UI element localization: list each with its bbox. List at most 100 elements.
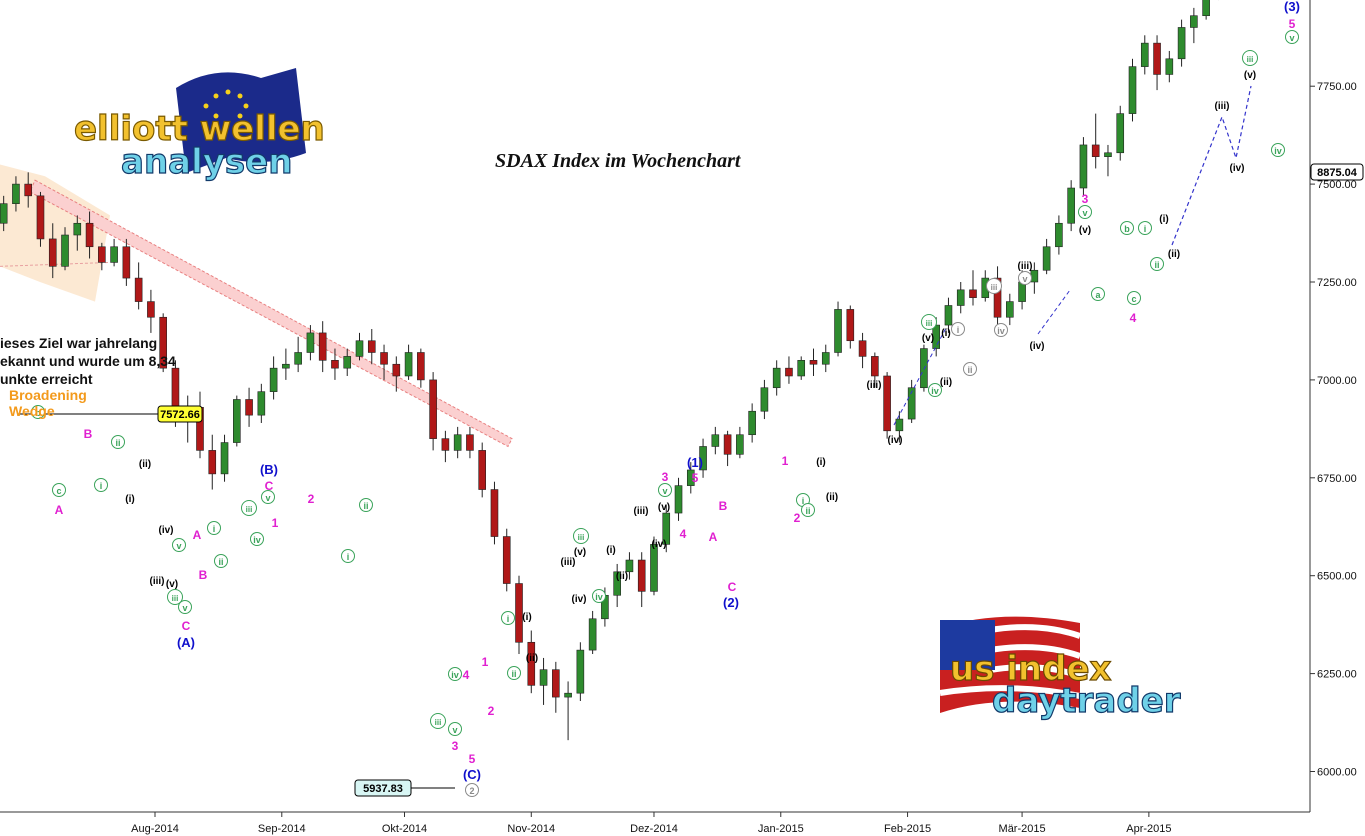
wave-circle <box>250 532 264 546</box>
wave-label: b <box>35 408 41 418</box>
candle-body <box>760 387 769 412</box>
flag-canton-icon <box>940 620 995 670</box>
wave-circle <box>1091 287 1105 301</box>
wave-label: (iii) <box>1215 101 1230 112</box>
candle-body <box>1042 246 1051 271</box>
wave-circle <box>501 611 515 625</box>
candle-body <box>1165 58 1174 75</box>
candle-body <box>110 246 118 263</box>
wave-label: ii <box>115 438 120 448</box>
candle-body <box>723 434 732 455</box>
candle-body <box>846 309 855 342</box>
wave-circle <box>94 478 108 492</box>
wave-circle <box>172 538 186 552</box>
wave-label: (iii) <box>634 506 649 517</box>
candle-body <box>969 289 977 298</box>
wave-circle <box>1120 221 1134 235</box>
wave-label: (iii) <box>867 380 882 391</box>
wave-circle <box>801 503 815 517</box>
candle-body <box>834 309 842 353</box>
candle-body <box>588 618 597 651</box>
wave-circle <box>994 323 1008 337</box>
wave-circle <box>1138 221 1152 235</box>
candle-body <box>686 469 695 486</box>
candle-body <box>1067 187 1075 224</box>
wave-label: (i) <box>816 457 825 468</box>
wave-label: (iv) <box>888 435 903 446</box>
x-tick-label: Sep-2014 <box>258 823 306 835</box>
wave-label: (ii) <box>139 459 151 470</box>
candle-body <box>552 669 560 698</box>
projection-path <box>1037 289 1071 335</box>
wave-circle <box>1018 271 1032 285</box>
candle-body <box>625 559 634 573</box>
wave-label: v <box>176 541 181 551</box>
candle-body <box>1055 222 1063 248</box>
candle-body <box>380 352 388 365</box>
wave-label: (v) <box>922 333 934 344</box>
wave-circle <box>448 722 462 736</box>
wave-label: C <box>728 580 737 594</box>
candle-body <box>73 222 82 236</box>
wave-label: 5 <box>469 752 476 766</box>
wave-circle <box>507 666 521 680</box>
y-tick-label: 6000.00 <box>1317 767 1357 779</box>
wave-label: (B) <box>260 462 278 477</box>
wave-label: iv <box>1274 146 1282 156</box>
wave-circle <box>1150 257 1164 271</box>
x-tick-label: Feb-2015 <box>884 823 931 835</box>
candle-body <box>122 246 131 279</box>
y-tick-label: 7500.00 <box>1317 179 1357 191</box>
candle-body <box>871 356 879 377</box>
wave-label: (iii) <box>150 576 165 587</box>
candle-body <box>993 277 1002 318</box>
x-tick-label: Nov-2014 <box>507 823 555 835</box>
wave-label: i <box>802 496 805 506</box>
candle-body <box>392 363 401 377</box>
wave-label: (i) <box>941 328 950 339</box>
wave-label: iv <box>451 670 459 680</box>
price-box-label: 5937.83 <box>363 783 403 795</box>
wave-circle <box>359 498 373 512</box>
wave-circle <box>167 589 183 605</box>
x-tick-label: Apr-2015 <box>1126 823 1171 835</box>
wave-label: iii <box>1247 55 1254 64</box>
candle-body <box>355 340 364 357</box>
wave-label: (C) <box>463 767 481 782</box>
eu-stars-icon <box>203 89 249 119</box>
candle-body <box>748 410 756 436</box>
candle-body <box>883 375 891 432</box>
candle-body <box>858 340 867 357</box>
broadening-wedge-shape <box>0 164 110 302</box>
wave-circle <box>52 483 66 497</box>
wave-label: v <box>452 725 457 735</box>
candle-body <box>576 649 585 694</box>
wave-circle <box>261 490 275 504</box>
candle-body <box>466 434 474 451</box>
wave-label: i <box>213 524 216 534</box>
candle-body <box>1079 144 1088 189</box>
wave-label: i <box>347 552 350 562</box>
wave-label: 2 <box>488 704 495 718</box>
wave-label: (v) <box>166 579 178 590</box>
candle-body <box>502 536 511 584</box>
wave-circle <box>448 667 462 681</box>
candle-body <box>1153 42 1161 75</box>
candle-body <box>650 544 658 592</box>
candle-body <box>36 195 45 240</box>
candle-body <box>1140 42 1149 67</box>
wave-circle <box>341 549 355 563</box>
candle-body <box>367 340 376 353</box>
wave-label: (i) <box>522 612 531 623</box>
y-tick-label: 7750.00 <box>1317 81 1357 93</box>
wave-circle <box>951 322 965 336</box>
candle-body <box>785 367 793 377</box>
logo-line-2: daytrader <box>992 681 1181 721</box>
wave-circle <box>111 435 125 449</box>
wave-label: v <box>662 486 667 496</box>
wave-label: (v) <box>1079 225 1091 236</box>
wave-label: 1 <box>272 516 279 530</box>
candle-body <box>429 379 437 439</box>
candle-body <box>245 399 253 416</box>
wave-label: A <box>55 503 64 517</box>
